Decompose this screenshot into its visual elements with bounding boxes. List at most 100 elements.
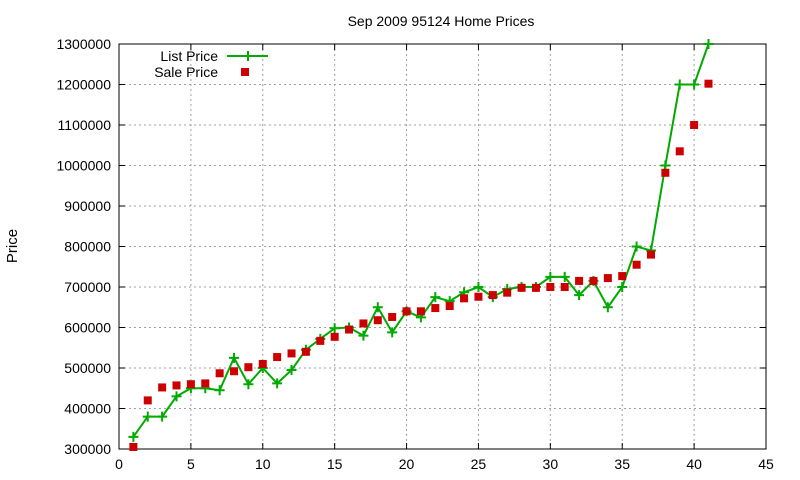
data-series	[128, 39, 714, 451]
data-point-sale-price	[215, 369, 224, 378]
data-point-list-price	[473, 282, 484, 292]
data-point-sale-price	[158, 383, 167, 392]
data-point-list-price	[272, 378, 283, 389]
data-point-list-price	[229, 352, 240, 363]
data-point-sale-price	[373, 316, 382, 325]
data-point-sale-price	[258, 359, 267, 368]
data-point-sale-price	[503, 288, 512, 297]
y-tick-label: 1300000	[56, 36, 111, 52]
x-tick-label: 0	[115, 456, 123, 472]
data-point-sale-price	[201, 379, 210, 388]
data-point-list-price	[286, 365, 297, 376]
data-point-sale-price	[230, 367, 239, 376]
data-point-sale-price	[560, 283, 569, 291]
data-point-sale-price	[143, 396, 152, 405]
data-point-list-price	[128, 431, 139, 442]
data-point-sale-price	[517, 283, 526, 292]
data-point-sale-price	[618, 272, 627, 281]
data-point-sale-price	[416, 307, 425, 316]
data-point-sale-price	[661, 168, 670, 177]
data-point-sale-price	[646, 250, 655, 259]
data-point-list-price	[545, 271, 556, 282]
data-point-sale-price	[690, 121, 699, 129]
y-tick-label: 700000	[64, 279, 111, 295]
data-point-sale-price	[301, 347, 310, 356]
data-point-sale-price	[675, 147, 684, 156]
data-point-list-price	[617, 282, 628, 292]
data-point-sale-price	[172, 381, 181, 390]
data-point-sale-price	[603, 274, 612, 283]
data-point-sale-price	[531, 283, 540, 292]
legend-label-list-price: List Price	[160, 48, 218, 64]
data-point-sale-price	[546, 283, 555, 291]
y-axis: 300000 400000 500000 600000 700000 800000 9000…	[56, 36, 766, 457]
data-point-list-price	[157, 411, 168, 422]
data-point-sale-price	[129, 442, 138, 451]
x-tick-label: 30	[543, 456, 559, 472]
data-point-sale-price	[431, 304, 440, 313]
legend-marker-list-price	[243, 51, 253, 61]
grid-lines	[119, 44, 766, 449]
data-point-sale-price	[445, 302, 454, 311]
x-tick-label: 5	[187, 456, 195, 472]
data-point-sale-price	[273, 353, 282, 362]
y-tick-label: 800000	[64, 239, 111, 255]
data-point-list-price	[602, 302, 613, 313]
x-tick-label: 15	[327, 456, 343, 472]
data-point-list-price	[559, 271, 570, 282]
data-point-list-price	[703, 39, 714, 49]
plot-frame	[118, 43, 767, 450]
data-point-sale-price	[330, 332, 339, 341]
y-axis-label: Price	[4, 229, 21, 263]
y-tick-label: 600000	[64, 320, 111, 336]
x-tick-label: 40	[686, 456, 702, 472]
data-point-sale-price	[474, 292, 483, 301]
data-point-sale-price	[186, 380, 195, 389]
data-point-list-price	[243, 379, 254, 390]
data-point-sale-price	[345, 325, 354, 334]
data-point-sale-price	[388, 312, 397, 321]
legend-label-sale-price: Sale Price	[154, 64, 218, 80]
data-point-list-price	[171, 391, 182, 402]
data-point-list-price	[574, 290, 585, 301]
y-tick-label: 1200000	[56, 77, 111, 93]
data-point-sale-price	[244, 363, 253, 372]
data-point-sale-price	[460, 294, 469, 303]
data-point-sale-price	[402, 307, 411, 316]
data-point-sale-price	[575, 276, 584, 285]
y-tick-label: 1100000	[58, 117, 112, 133]
data-point-sale-price	[359, 319, 368, 328]
y-tick-label: 400000	[64, 401, 111, 417]
chart-title: Sep 2009 95124 Home Prices	[348, 13, 535, 29]
data-point-sale-price	[287, 349, 296, 358]
data-point-sale-price	[488, 291, 497, 300]
plot-border	[118, 43, 767, 450]
x-axis: 0 5 10 15 20 25 30 35 40 45	[115, 44, 774, 472]
data-point-list-price	[430, 292, 441, 303]
series-sale-price	[129, 79, 713, 451]
y-tick-label: 500000	[64, 360, 111, 376]
y-tick-label: 300000	[64, 441, 111, 457]
y-tick-label: 900000	[64, 198, 111, 214]
y-tick-label: 1000000	[56, 158, 111, 174]
series-list-price	[128, 39, 714, 442]
x-tick-label: 35	[614, 456, 630, 472]
data-point-sale-price	[704, 79, 713, 88]
legend: List Price Sale Price	[154, 48, 268, 80]
data-point-sale-price	[632, 260, 641, 269]
x-tick-label: 25	[471, 456, 487, 472]
data-point-list-price	[214, 385, 225, 396]
data-point-list-price	[358, 330, 369, 341]
data-point-sale-price	[316, 336, 325, 345]
data-point-list-price	[674, 79, 685, 90]
data-point-list-price	[387, 327, 398, 338]
x-tick-label: 45	[758, 456, 774, 472]
data-point-list-price	[329, 323, 340, 334]
data-point-list-price	[372, 302, 383, 313]
legend-marker-sale-price	[241, 68, 249, 76]
data-point-list-price	[142, 411, 153, 422]
x-tick-label: 20	[399, 456, 415, 472]
data-point-sale-price	[589, 276, 598, 285]
